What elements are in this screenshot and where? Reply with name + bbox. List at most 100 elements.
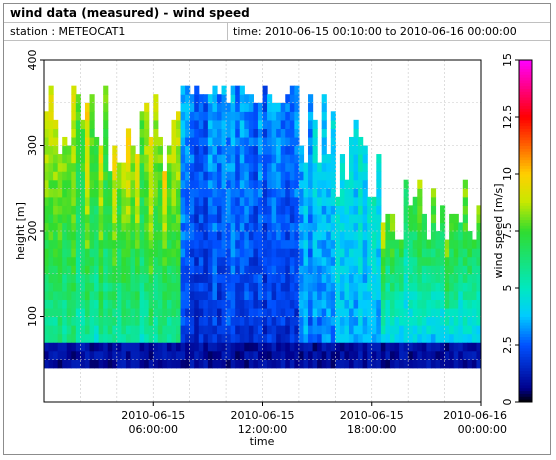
heatmap-cell <box>139 265 145 275</box>
heatmap-cell <box>226 119 232 129</box>
heatmap-cell <box>298 273 305 283</box>
heatmap-cell <box>276 239 282 249</box>
heatmap-cell <box>353 350 359 360</box>
heatmap-cell <box>48 290 54 300</box>
heatmap-cell <box>326 154 332 164</box>
heatmap-cell <box>144 213 150 224</box>
heatmap-cell <box>330 188 336 198</box>
colorbar-segment <box>519 122 532 127</box>
heatmap-cell <box>353 342 359 352</box>
heatmap-cell <box>271 188 277 198</box>
heatmap-cell <box>426 342 432 352</box>
heatmap-cell <box>53 265 59 275</box>
heatmap-cell <box>153 196 159 206</box>
heatmap-cell <box>194 136 200 147</box>
heatmap-cell <box>462 188 468 198</box>
heatmap-cell <box>226 248 232 258</box>
heatmap-cell <box>276 128 282 138</box>
heatmap-cell <box>203 145 209 155</box>
heatmap-cell <box>348 325 355 335</box>
heatmap-cell <box>194 128 200 138</box>
heatmap-cell <box>430 333 437 343</box>
heatmap-cell <box>80 282 86 292</box>
heatmap-cell <box>135 222 141 232</box>
heatmap-cell <box>412 239 418 249</box>
heatmap-cell <box>89 290 95 300</box>
heatmap-cell <box>203 154 209 164</box>
heatmap-cell <box>189 256 195 266</box>
heatmap-cell <box>317 350 323 360</box>
heatmap-cell <box>48 256 54 266</box>
heatmap-cell <box>244 299 250 309</box>
heatmap-cell <box>321 145 327 155</box>
heatmap-cell <box>262 307 268 318</box>
colorbar-segment <box>519 97 532 101</box>
heatmap-cell <box>103 359 109 369</box>
heatmap-cell <box>207 273 214 283</box>
heatmap-cell <box>348 299 355 309</box>
heatmap-cell <box>107 222 113 232</box>
heatmap-cell <box>189 205 195 215</box>
heatmap-cell <box>294 179 300 189</box>
heatmap-cell <box>148 342 154 352</box>
heatmap-cell <box>180 325 186 335</box>
heatmap-cell <box>185 350 191 360</box>
heatmap-cell <box>80 136 86 147</box>
colorbar-segment <box>519 384 532 389</box>
heatmap-cell <box>330 359 336 369</box>
heatmap-cell <box>417 307 423 318</box>
heatmap-cell <box>71 154 77 164</box>
heatmap-cell <box>198 342 204 352</box>
heatmap-cell <box>244 119 250 129</box>
heatmap-cell <box>130 222 136 232</box>
colorbar-label: wind speed [m/s] <box>492 184 505 279</box>
heatmap-cell <box>57 333 63 343</box>
heatmap-cell <box>253 350 259 360</box>
heatmap-cell <box>430 290 437 300</box>
heatmap-cell <box>235 290 241 300</box>
heatmap-cell <box>280 145 286 155</box>
heatmap-cell <box>358 248 364 258</box>
heatmap-cell <box>180 342 186 352</box>
heatmap-cell <box>153 333 159 343</box>
heatmap-cell <box>235 299 241 309</box>
heatmap-cell <box>239 290 245 300</box>
heatmap-cell <box>57 171 63 181</box>
heatmap-cell <box>194 256 200 266</box>
heatmap-cell <box>153 171 159 181</box>
y-tick-label: 400 <box>26 50 39 71</box>
heatmap-cell <box>339 179 346 189</box>
heatmap-cell <box>358 325 364 335</box>
heatmap-cell <box>48 94 54 104</box>
heatmap-cell <box>162 231 168 241</box>
heatmap-cell <box>239 342 245 352</box>
heatmap-cell <box>180 316 186 326</box>
colorbar-tick-label: 2.5 <box>501 336 514 354</box>
heatmap-cell <box>180 162 186 172</box>
heatmap-cell <box>317 239 323 249</box>
heatmap-cell <box>267 136 273 147</box>
heatmap-cell <box>84 299 91 309</box>
heatmap-cell <box>203 119 209 129</box>
heatmap-cell <box>212 171 218 181</box>
heatmap-cell <box>98 273 104 283</box>
heatmap-cell <box>367 231 373 241</box>
heatmap-cell <box>353 222 359 232</box>
heatmap-cell <box>176 359 182 369</box>
heatmap-cell <box>162 350 168 360</box>
heatmap-cell <box>358 316 364 326</box>
heatmap-cell <box>139 359 145 369</box>
heatmap-cell <box>426 350 432 360</box>
heatmap-cell <box>135 171 141 181</box>
heatmap-cell <box>48 145 54 155</box>
heatmap-cell <box>176 265 182 275</box>
heatmap-cell <box>185 325 191 335</box>
heatmap-cell <box>203 239 209 249</box>
heatmap-cell <box>98 265 104 275</box>
heatmap-cell <box>221 325 227 335</box>
heatmap-cell <box>98 222 104 232</box>
heatmap-cell <box>162 299 168 309</box>
heatmap-cell <box>180 171 186 181</box>
heatmap-cell <box>303 196 309 206</box>
heatmap-cell <box>239 282 245 292</box>
